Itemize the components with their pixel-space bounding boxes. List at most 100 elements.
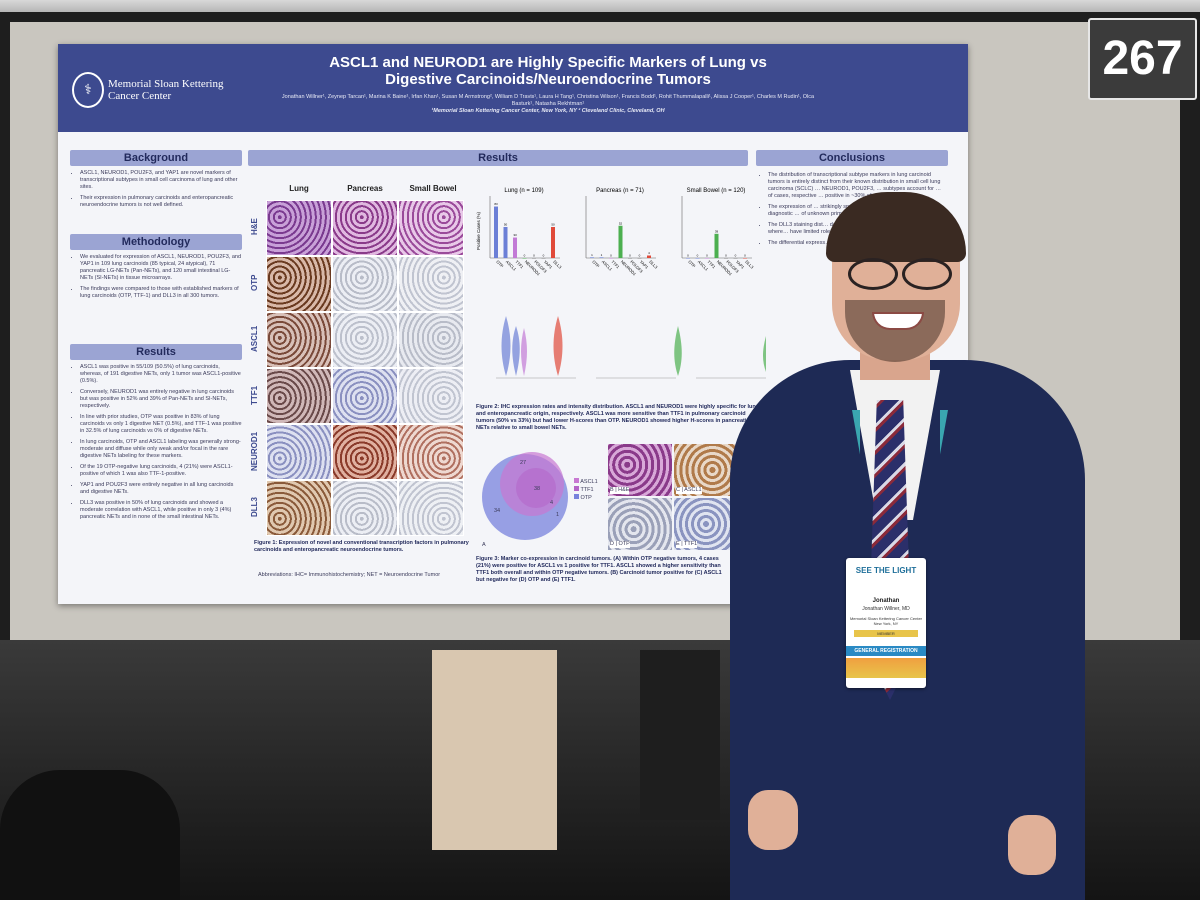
column-label-lung: Lung <box>289 184 309 193</box>
background-bullet: Their expression in pulmonary carcinoids… <box>80 195 242 209</box>
figure3-panels: B | H&E C | ASCL1 D | OTP E | TTF1 <box>608 444 738 552</box>
row-label-he: H&E <box>250 218 259 236</box>
legend-ascl1: ASCL1 <box>574 478 604 486</box>
bar-value-label: 0 <box>735 254 737 258</box>
bar-otp <box>686 258 690 259</box>
bar-ttf1 <box>513 237 517 258</box>
results-left-text: ASCL1 was positive in 55/109 (50.5%) of … <box>72 364 242 525</box>
histology-tile <box>332 200 398 256</box>
bar-dll3 <box>647 255 651 258</box>
methodology-bullet: The findings were compared to those with… <box>80 286 242 300</box>
violin-shape <box>501 316 511 376</box>
bar-neurod1 <box>618 225 623 258</box>
figure2-caption: Figure 2: IHC expression rates and inten… <box>476 404 760 431</box>
author-list: Jonathan Willner¹, Zeynep Tarcan¹, Marin… <box>281 94 815 107</box>
bar-value-label: 0 <box>744 254 746 258</box>
person-left-hand <box>748 790 798 850</box>
bar-value-label: 0 <box>524 254 526 258</box>
histology-tile <box>398 256 464 312</box>
results-center-heading: Results <box>248 150 748 166</box>
badge-full-name: Jonathan Willner, MD <box>862 606 910 612</box>
booth-number: 267 <box>1088 18 1197 100</box>
institution-name: Memorial Sloan Kettering Cancer Center <box>108 78 224 102</box>
venn-number: 38 <box>534 486 541 492</box>
poster-title: ASCL1 and NEUROD1 are Highly Specific Ma… <box>329 54 767 88</box>
bar-category-label: OTP <box>591 259 601 269</box>
bar-pou2f3 <box>724 258 728 259</box>
bar-category-label: YAP1 <box>735 259 746 270</box>
panel-ttf1: E | TTF1 <box>674 498 738 550</box>
results-bullet: DLL3 was positive in 50% of lung carcino… <box>80 500 242 521</box>
bar-neurod1 <box>522 258 527 259</box>
histology-tile <box>266 424 332 480</box>
histology-tile <box>398 312 464 368</box>
methodology-text: We evaluated for expression of ASCL1, NE… <box>72 254 242 304</box>
abbreviations: Abbreviations: IHC= Immunohistochemistry… <box>258 572 441 578</box>
histology-tile <box>332 312 398 368</box>
bar-pou2f3 <box>628 258 632 259</box>
bar-yap1 <box>637 258 642 259</box>
legend-otp: OTP <box>574 494 604 502</box>
results-left-heading: Results <box>70 344 242 360</box>
histology-tile <box>332 480 398 536</box>
violin-shape <box>512 326 520 376</box>
conclusion-bullet: The distribution of transcriptional subt… <box>768 172 946 200</box>
violin-shape <box>674 326 682 376</box>
bar-chart-ylabel: Positive Cases (%) <box>476 211 481 250</box>
violin-shape <box>553 316 563 376</box>
bar-pou2f3 <box>532 258 536 259</box>
bar-value-label: 0 <box>543 254 545 258</box>
bar-chart-title: Small Bowel (n = 120) <box>687 188 746 194</box>
bar-value-label: 1 <box>591 253 593 257</box>
methodology-heading: Methodology <box>70 234 242 250</box>
row-label-dll3: DLL3 <box>250 497 259 517</box>
violin-charts <box>496 316 766 379</box>
row-label-ascl1: ASCL1 <box>250 325 259 353</box>
badge-city: New York, NY <box>873 621 899 626</box>
bar-value-label: 0 <box>610 254 612 258</box>
results-bullet: In lung carcinoids, OTP and ASCL1 labeli… <box>80 439 242 460</box>
panel-ascl1: C | ASCL1 <box>674 444 738 496</box>
bar-category-label: TTF1 <box>706 259 717 270</box>
bar-dll3 <box>551 227 555 258</box>
histology-tile <box>266 480 332 536</box>
histology-tile <box>398 368 464 424</box>
conclusions-heading: Conclusions <box>756 150 948 166</box>
row-label-neurod1: NEUROD1 <box>250 431 259 471</box>
bar-category-label: OTP <box>495 259 505 269</box>
results-bullet: YAP1 and POU2F3 were entirely negative i… <box>80 482 242 496</box>
histology-tile <box>332 368 398 424</box>
mskcc-logo-icon: ⚕ <box>72 72 104 108</box>
histology-tile <box>332 256 398 312</box>
figure1-caption: Figure 1: Expression of novel and conven… <box>254 540 469 553</box>
background-heading: Background <box>70 150 242 166</box>
bar-value-label: 50 <box>551 223 555 227</box>
glasses-lens-left <box>848 258 898 290</box>
bar-chart-title: Lung (n = 109) <box>504 188 543 194</box>
bar-category-label: DLL3 <box>648 259 659 270</box>
results-bullet: ASCL1 was positive in 55/109 (50.5%) of … <box>80 364 242 385</box>
bar-value-label: 52 <box>619 221 623 225</box>
badge-organization: Memorial Sloan Kettering Cancer Center N… <box>846 616 926 626</box>
venn-diagram: 27 38 34 4 1 ASCL1 TTF1 OTP A <box>482 448 602 548</box>
bar-category-label: TTF1 <box>610 259 621 270</box>
bar-ascl1 <box>695 258 700 259</box>
badge-registration: GENERAL REGISTRATION <box>846 646 926 656</box>
histology-tile <box>398 480 464 536</box>
figure3-caption: Figure 3: Marker co-expression in carcin… <box>476 556 722 583</box>
bar-neurod1 <box>714 233 719 258</box>
violin-shape <box>763 336 766 372</box>
bar-dll3 <box>743 258 747 259</box>
bar-category-label: OTP <box>687 259 697 269</box>
histology-tile <box>266 256 332 312</box>
histology-tile <box>266 200 332 256</box>
bar-chart-title: Pancreas (n = 71) <box>596 188 644 194</box>
legend-ttf1: TTF1 <box>574 486 604 494</box>
column-label-pancreas: Pancreas <box>347 184 383 193</box>
badge-org-name: Memorial Sloan Kettering Cancer Center <box>849 616 923 621</box>
histology-tile <box>266 312 332 368</box>
badge-member: MEMBER <box>854 630 918 637</box>
venn-circle-ttf1 <box>516 468 556 508</box>
bar-category-label: YAP1 <box>543 259 554 270</box>
row-label-otp: OTP <box>250 274 259 292</box>
